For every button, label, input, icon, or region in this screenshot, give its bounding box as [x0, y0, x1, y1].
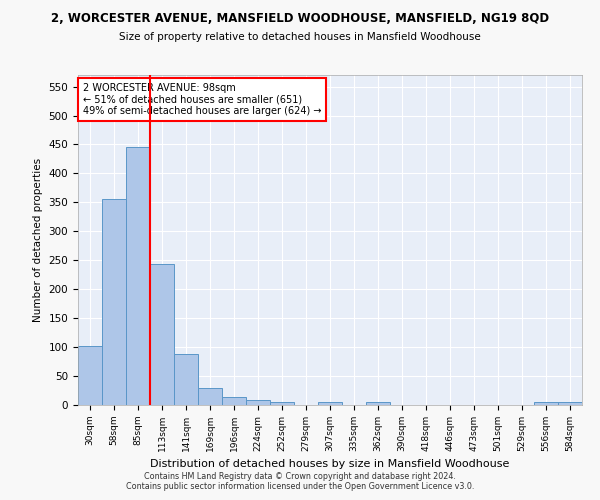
- Bar: [558, 402, 582, 405]
- Text: 2 WORCESTER AVENUE: 98sqm
← 51% of detached houses are smaller (651)
49% of semi: 2 WORCESTER AVENUE: 98sqm ← 51% of detac…: [83, 83, 322, 116]
- Bar: [78, 346, 102, 405]
- Y-axis label: Number of detached properties: Number of detached properties: [33, 158, 43, 322]
- Bar: [102, 200, 126, 405]
- Bar: [270, 402, 294, 405]
- Bar: [126, 147, 150, 405]
- Bar: [198, 388, 222, 405]
- Bar: [246, 400, 270, 405]
- Text: 2, WORCESTER AVENUE, MANSFIELD WOODHOUSE, MANSFIELD, NG19 8QD: 2, WORCESTER AVENUE, MANSFIELD WOODHOUSE…: [51, 12, 549, 26]
- X-axis label: Distribution of detached houses by size in Mansfield Woodhouse: Distribution of detached houses by size …: [151, 460, 509, 469]
- Text: Size of property relative to detached houses in Mansfield Woodhouse: Size of property relative to detached ho…: [119, 32, 481, 42]
- Bar: [534, 402, 558, 405]
- Bar: [222, 398, 246, 405]
- Bar: [150, 264, 174, 405]
- Text: Contains HM Land Registry data © Crown copyright and database right 2024.
Contai: Contains HM Land Registry data © Crown c…: [126, 472, 474, 491]
- Bar: [366, 402, 390, 405]
- Bar: [174, 354, 198, 405]
- Bar: [318, 402, 342, 405]
